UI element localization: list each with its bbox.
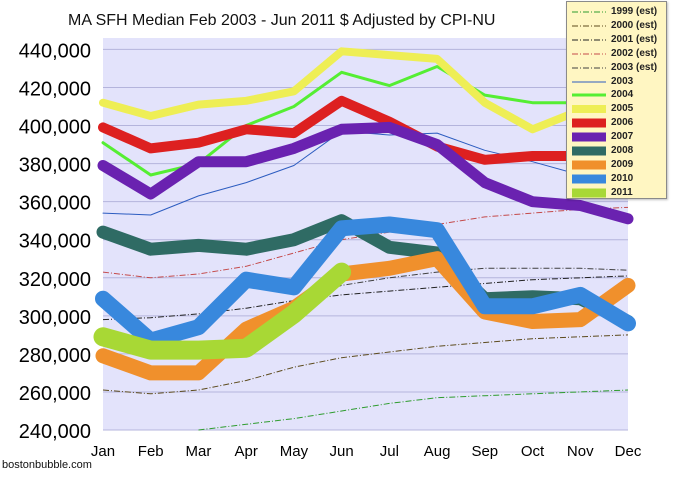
legend-swatch bbox=[572, 132, 606, 142]
legend-swatch bbox=[572, 81, 606, 82]
x-tick-label: Apr bbox=[235, 443, 258, 460]
y-tick-label: 400,000 bbox=[19, 117, 91, 139]
legend-swatch bbox=[572, 188, 606, 198]
legend-item: 2001 (est) bbox=[567, 33, 666, 47]
x-tick-label: Feb bbox=[138, 443, 164, 460]
series-line-2000-est bbox=[102, 334, 629, 395]
legend-item: 2000 (est) bbox=[567, 19, 666, 33]
legend-label: 2009 bbox=[611, 158, 634, 170]
legend-label: 2006 bbox=[611, 117, 634, 129]
legend-swatch bbox=[572, 105, 606, 114]
legend-item: 2006 bbox=[567, 116, 666, 130]
legend-swatch bbox=[572, 11, 606, 13]
legend-swatch bbox=[572, 93, 606, 97]
y-tick-label: 420,000 bbox=[19, 78, 91, 100]
legend-item: 2005 bbox=[567, 102, 666, 116]
x-tick-label: Jul bbox=[380, 443, 399, 460]
legend-item: 2003 bbox=[567, 75, 666, 89]
x-tick-label: Nov bbox=[567, 443, 594, 460]
legend-swatch bbox=[572, 146, 606, 156]
y-tick-label: 320,000 bbox=[19, 269, 91, 291]
x-tick-label: May bbox=[280, 443, 309, 460]
legend-label: 2003 bbox=[611, 75, 634, 87]
x-tick-label: Jun bbox=[330, 443, 354, 460]
legend-swatch bbox=[572, 174, 606, 184]
legend-item: 1999 (est) bbox=[567, 5, 666, 19]
y-tick-label: 360,000 bbox=[19, 193, 91, 215]
legend-item: 2007 bbox=[567, 130, 666, 144]
legend-item: 2003 (est) bbox=[567, 61, 666, 75]
legend-item: 2010 bbox=[567, 172, 666, 186]
y-tick-label: 240,000 bbox=[19, 421, 91, 443]
x-tick-label: Oct bbox=[521, 443, 545, 460]
legend-label: 2005 bbox=[611, 103, 634, 115]
x-tick-label: Jan bbox=[91, 443, 115, 460]
watermark: bostonbubble.com bbox=[2, 459, 92, 471]
legend-item: 2008 bbox=[567, 144, 666, 158]
x-tick-label: Aug bbox=[424, 443, 451, 460]
legend-label: 2011 bbox=[611, 186, 633, 198]
legend-label: 2004 bbox=[611, 89, 634, 101]
series-line-1999-est bbox=[198, 389, 629, 431]
series-line-2007 bbox=[97, 121, 634, 225]
series-line-2011 bbox=[93, 262, 352, 360]
series-line-2009 bbox=[95, 251, 636, 381]
series-line-2001-est bbox=[102, 275, 629, 321]
legend-label: 2001 (est) bbox=[611, 33, 658, 45]
legend-swatch bbox=[572, 39, 606, 41]
series-line-2005 bbox=[99, 47, 632, 134]
legend-label: 2007 bbox=[611, 131, 634, 143]
legend-item: 2002 (est) bbox=[567, 47, 666, 61]
legend-label: 2010 bbox=[611, 172, 634, 184]
y-tick-label: 380,000 bbox=[19, 155, 91, 177]
y-tick-label: 440,000 bbox=[19, 40, 91, 62]
legend-label: 2003 (est) bbox=[611, 61, 658, 73]
legend-label: 2002 (est) bbox=[611, 47, 658, 59]
series-line-2006 bbox=[98, 95, 633, 173]
series-line-2010 bbox=[95, 216, 636, 349]
legend-swatch bbox=[572, 160, 606, 170]
y-tick-label: 300,000 bbox=[19, 307, 91, 329]
y-tick-label: 340,000 bbox=[19, 231, 91, 253]
legend-label: 1999 (est) bbox=[611, 6, 658, 17]
legend-label: 2008 bbox=[611, 145, 634, 156]
legend-item: 2011 bbox=[567, 186, 666, 200]
y-tick-label: 260,000 bbox=[19, 383, 91, 405]
x-tick-label: Sep bbox=[471, 443, 498, 460]
x-tick-label: Dec bbox=[615, 443, 642, 460]
chart-title: MA SFH Median Feb 2003 - Jun 2011 $ Adju… bbox=[68, 12, 496, 29]
legend-swatch bbox=[572, 53, 606, 55]
legend: 1999 (est) 2000 (est) 2001 (est) 2002 (est)… bbox=[566, 1, 667, 199]
legend-item: 2009 bbox=[567, 158, 666, 172]
y-tick-label: 280,000 bbox=[19, 345, 91, 367]
legend-label: 2000 (est) bbox=[611, 19, 658, 31]
legend-item: 2004 bbox=[567, 88, 666, 102]
legend-swatch bbox=[572, 118, 606, 128]
legend-swatch bbox=[572, 67, 606, 69]
x-tick-label: Mar bbox=[186, 443, 212, 460]
legend-swatch bbox=[572, 25, 606, 27]
